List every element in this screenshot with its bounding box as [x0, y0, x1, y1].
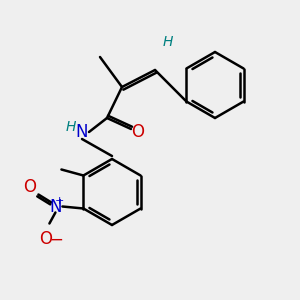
Text: H: H: [66, 120, 76, 134]
Text: N: N: [76, 123, 88, 141]
Text: O: O: [131, 123, 145, 141]
Text: +: +: [55, 196, 64, 206]
Text: O: O: [23, 178, 36, 196]
Text: −: −: [50, 230, 63, 248]
Text: N: N: [49, 197, 62, 215]
Text: O: O: [39, 230, 52, 248]
Text: H: H: [163, 35, 173, 49]
